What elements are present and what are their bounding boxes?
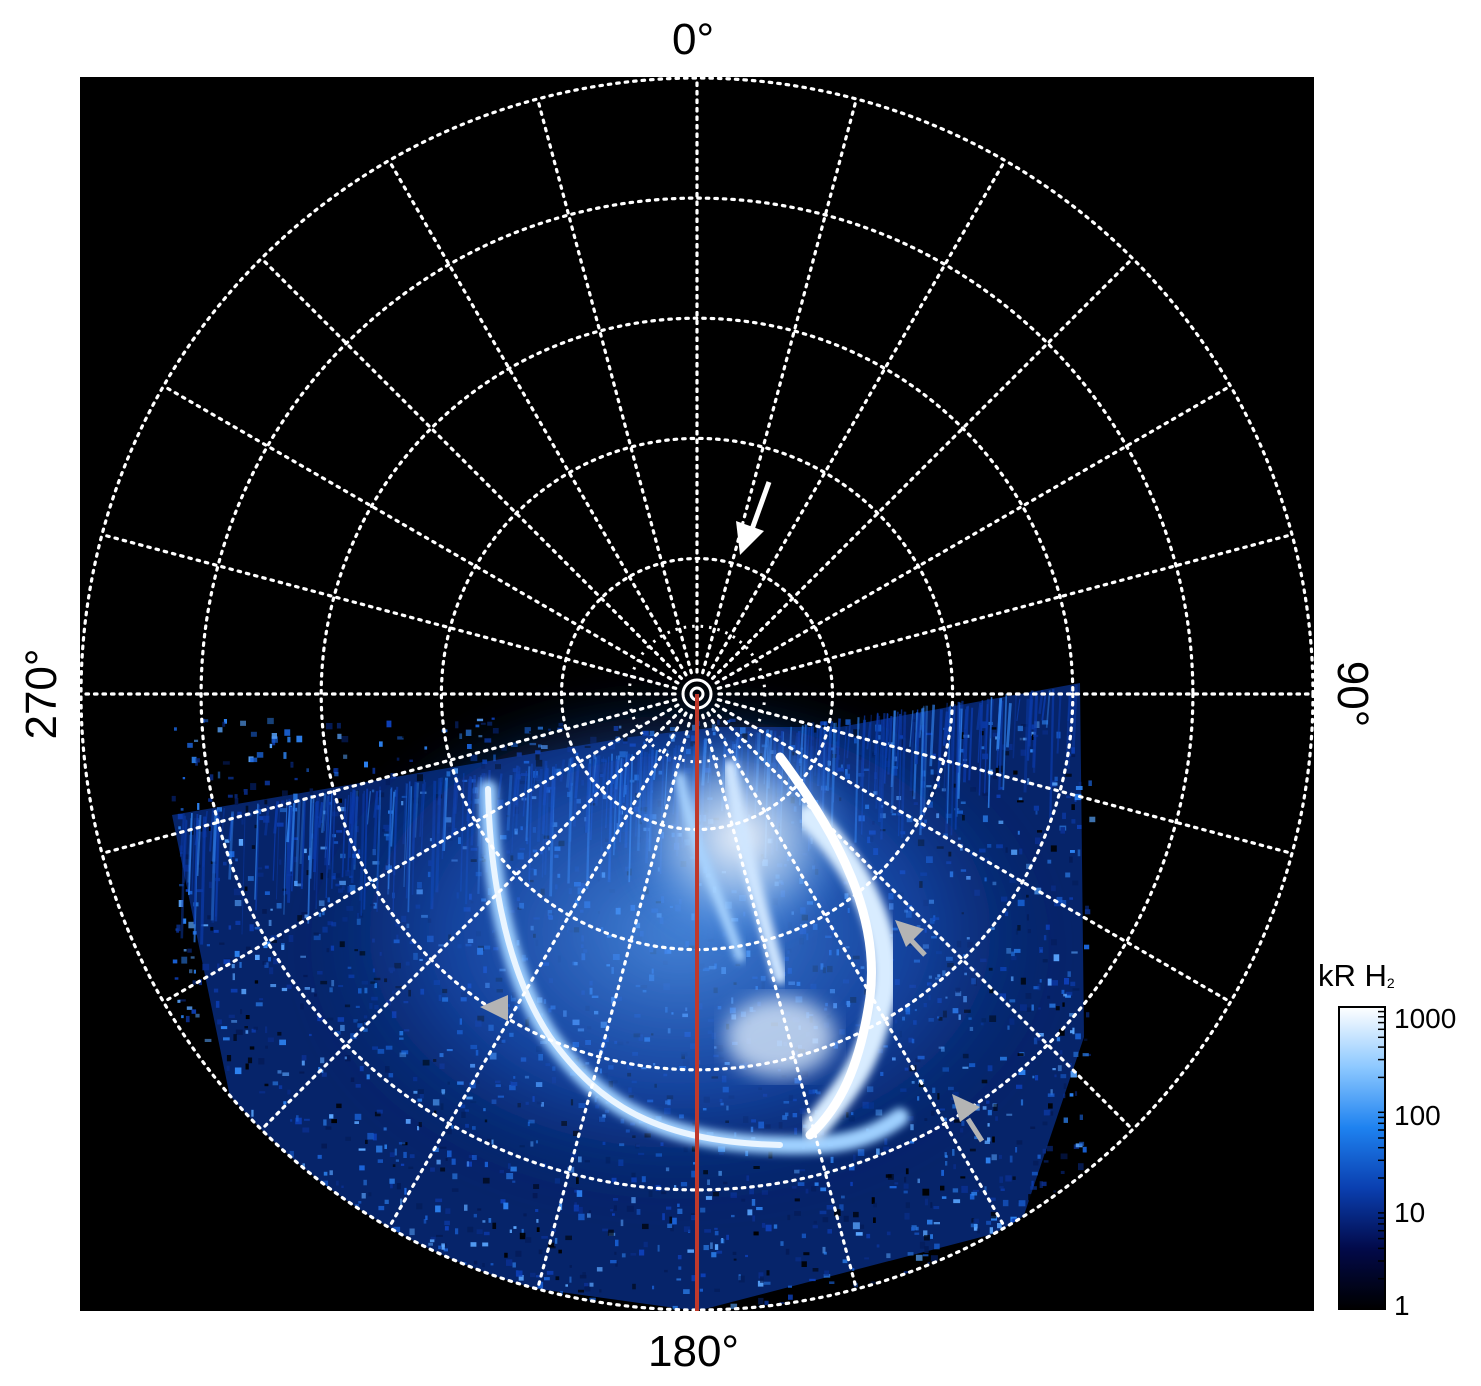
- longitude-label-right: 90°: [1328, 660, 1377, 728]
- meridian: [536, 713, 693, 1291]
- colorbar-tick-10: 10: [1394, 1197, 1426, 1228]
- colorbar-tick-1: 1: [1394, 1290, 1410, 1321]
- meridian: [710, 256, 1135, 681]
- polar-auroral-map: [80, 77, 1314, 1311]
- colorbar: [1338, 1006, 1386, 1310]
- meridian: [716, 533, 1294, 690]
- grey-arrow-left: [480, 995, 508, 1021]
- meridian: [387, 711, 688, 1230]
- meridian: [259, 707, 684, 1132]
- white-arrow: [736, 481, 772, 555]
- colorbar-minor-ticks: [1378, 1010, 1385, 1280]
- meridian: [536, 97, 693, 675]
- colorbar-tick-1000: 1000: [1394, 1003, 1457, 1034]
- colorbar-title-subscript: 2: [1386, 975, 1395, 991]
- grey-arrow-right-lower: [952, 1094, 985, 1143]
- colorbar-title-main: kR H: [1318, 958, 1387, 993]
- meridian: [716, 698, 1294, 856]
- meridian: [701, 97, 859, 675]
- longitude-label-top: 0°: [672, 15, 715, 64]
- longitude-label-bottom: 180°: [648, 1327, 740, 1376]
- meridian: [259, 256, 684, 681]
- meridian: [706, 158, 1007, 677]
- colorbar-tick-100: 100: [1394, 1100, 1441, 1131]
- meridian: [714, 703, 1233, 1004]
- meridian: [714, 384, 1233, 685]
- meridian: [387, 158, 688, 677]
- meridian: [701, 713, 859, 1291]
- meridian: [706, 711, 1007, 1230]
- colorbar-title: kR H2: [1318, 958, 1395, 994]
- meridian: [161, 384, 680, 685]
- meridian: [161, 703, 680, 1004]
- meridian: [100, 698, 678, 856]
- latitude-ring: [199, 196, 1195, 1192]
- colorbar-gradient: [1338, 1006, 1386, 1310]
- meridian: [100, 533, 678, 690]
- meridian: [710, 707, 1135, 1132]
- grey-arrow-right-upper: [895, 920, 927, 957]
- longitude-label-left: 270°: [17, 648, 66, 740]
